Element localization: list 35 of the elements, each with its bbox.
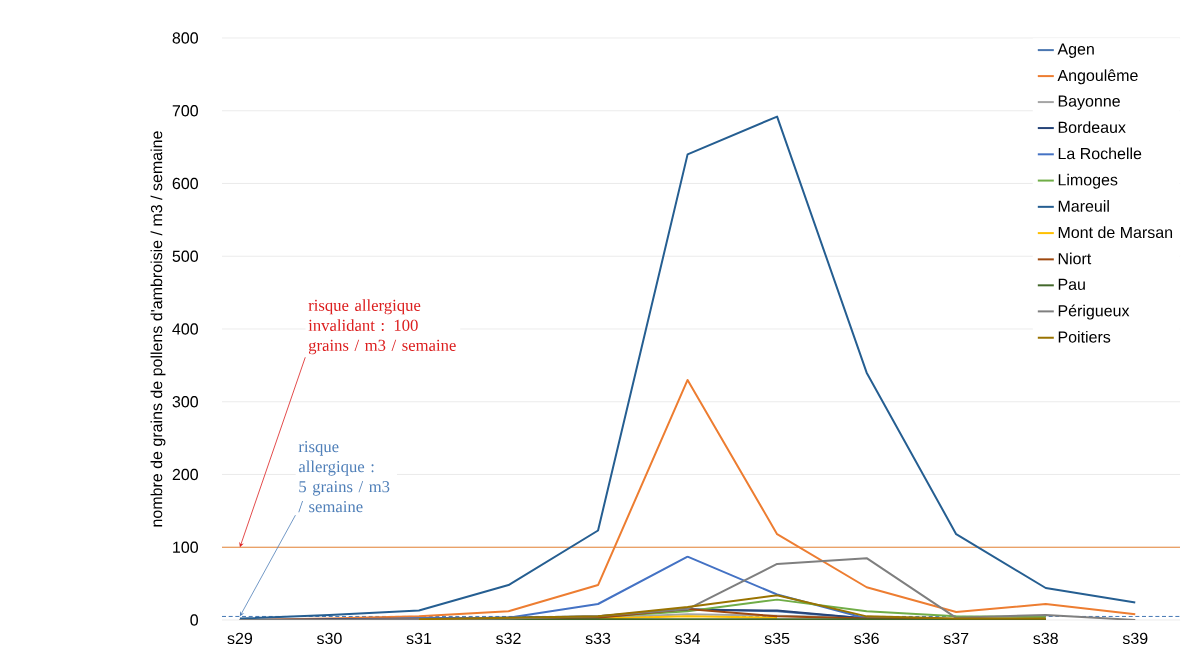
y-tick-label: 800 xyxy=(172,32,198,44)
y-tick-label: 100 xyxy=(173,541,198,553)
y-tick-label: 400 xyxy=(172,323,198,335)
legend-label: Agen xyxy=(1057,43,1094,58)
y-tick-label: 500 xyxy=(172,250,198,262)
legend-label: Bordeaux xyxy=(1058,121,1126,133)
y-tick-label: 0 xyxy=(190,614,199,626)
legend-label: Limoges xyxy=(1058,173,1118,189)
x-tick-label: s35 xyxy=(764,632,790,645)
annotation: risque allergique invalidant : 100 grains / m3 / semaine xyxy=(308,299,456,355)
legend-label: Angoulême xyxy=(1057,69,1138,85)
y-tick-label: 600 xyxy=(172,177,198,190)
x-tick-label: s32 xyxy=(496,632,521,645)
legend-label: Mareuil xyxy=(1058,200,1109,212)
x-tick-label: s30 xyxy=(316,632,342,645)
legend-label: Mont de Marsan xyxy=(1058,226,1173,239)
x-tick-label: s37 xyxy=(943,632,969,645)
legend-label: Poitiers xyxy=(1058,330,1111,343)
legend-label: La Rochelle xyxy=(1058,147,1142,160)
y-tick-label: 300 xyxy=(172,396,198,408)
annotation: risque allergique : 5 grains / m3 / semaine xyxy=(298,441,390,513)
x-tick-label: s39 xyxy=(1122,632,1148,645)
x-tick-label: s29 xyxy=(227,632,253,645)
y-tick-label: 200 xyxy=(172,468,198,481)
y-tick-label: 700 xyxy=(172,105,198,117)
legend-label: Bayonne xyxy=(1058,95,1120,110)
y-axis-title: nombre de grains de pollens d'ambroisie / m3 / semaine xyxy=(150,131,166,527)
legend-label: Périgueux xyxy=(1058,304,1130,320)
x-tick-label: s31 xyxy=(406,632,432,645)
legend-label: Niort xyxy=(1058,252,1092,265)
x-tick-label: s33 xyxy=(585,632,611,645)
x-tick-label: s34 xyxy=(675,632,701,645)
x-tick-label: s36 xyxy=(854,632,879,645)
x-tick-label: s38 xyxy=(1033,632,1058,645)
legend-label: Pau xyxy=(1058,278,1085,290)
